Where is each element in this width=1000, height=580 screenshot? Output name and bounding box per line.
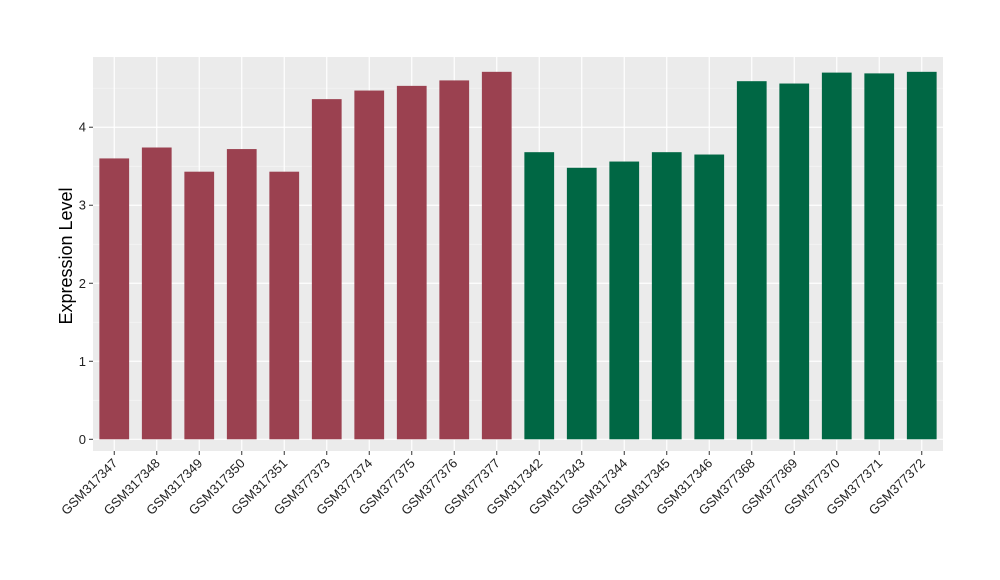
y-tick-label: 2 [79, 276, 86, 291]
bars [99, 71, 937, 440]
bar-gsm377368 [736, 81, 767, 440]
bar-gsm317342 [524, 152, 555, 440]
bar-gsm317343 [566, 167, 597, 440]
bar-gsm377369 [779, 83, 810, 440]
bar-gsm317348 [141, 147, 172, 440]
y-tick-label: 0 [79, 432, 86, 447]
bar-gsm377375 [396, 85, 427, 440]
bar-gsm317349 [184, 171, 215, 440]
y-tick-label: 3 [79, 198, 86, 213]
bar-gsm377370 [821, 72, 852, 440]
bar-gsm377377 [481, 71, 512, 440]
bar-gsm317350 [226, 149, 257, 440]
bar-gsm317346 [694, 154, 725, 440]
bar-gsm377376 [439, 80, 470, 440]
y-tick-label: 4 [79, 120, 86, 135]
bar-gsm317344 [609, 161, 640, 440]
y-axis-title: Expression Level [56, 187, 76, 324]
plot-panel [93, 57, 943, 451]
y-axis: 0 1 2 3 4 [79, 120, 93, 447]
bar-gsm377373 [311, 99, 342, 440]
bar-gsm317345 [651, 152, 682, 440]
bar-gsm377371 [864, 73, 895, 440]
bar-gsm377374 [354, 90, 385, 440]
bar-gsm317351 [269, 171, 300, 440]
bar-gsm377372 [906, 71, 937, 440]
x-axis: GSM317347GSM317348GSM317349GSM317350GSM3… [58, 451, 928, 518]
bar-gsm317347 [99, 158, 130, 440]
y-tick-label: 1 [79, 354, 86, 369]
